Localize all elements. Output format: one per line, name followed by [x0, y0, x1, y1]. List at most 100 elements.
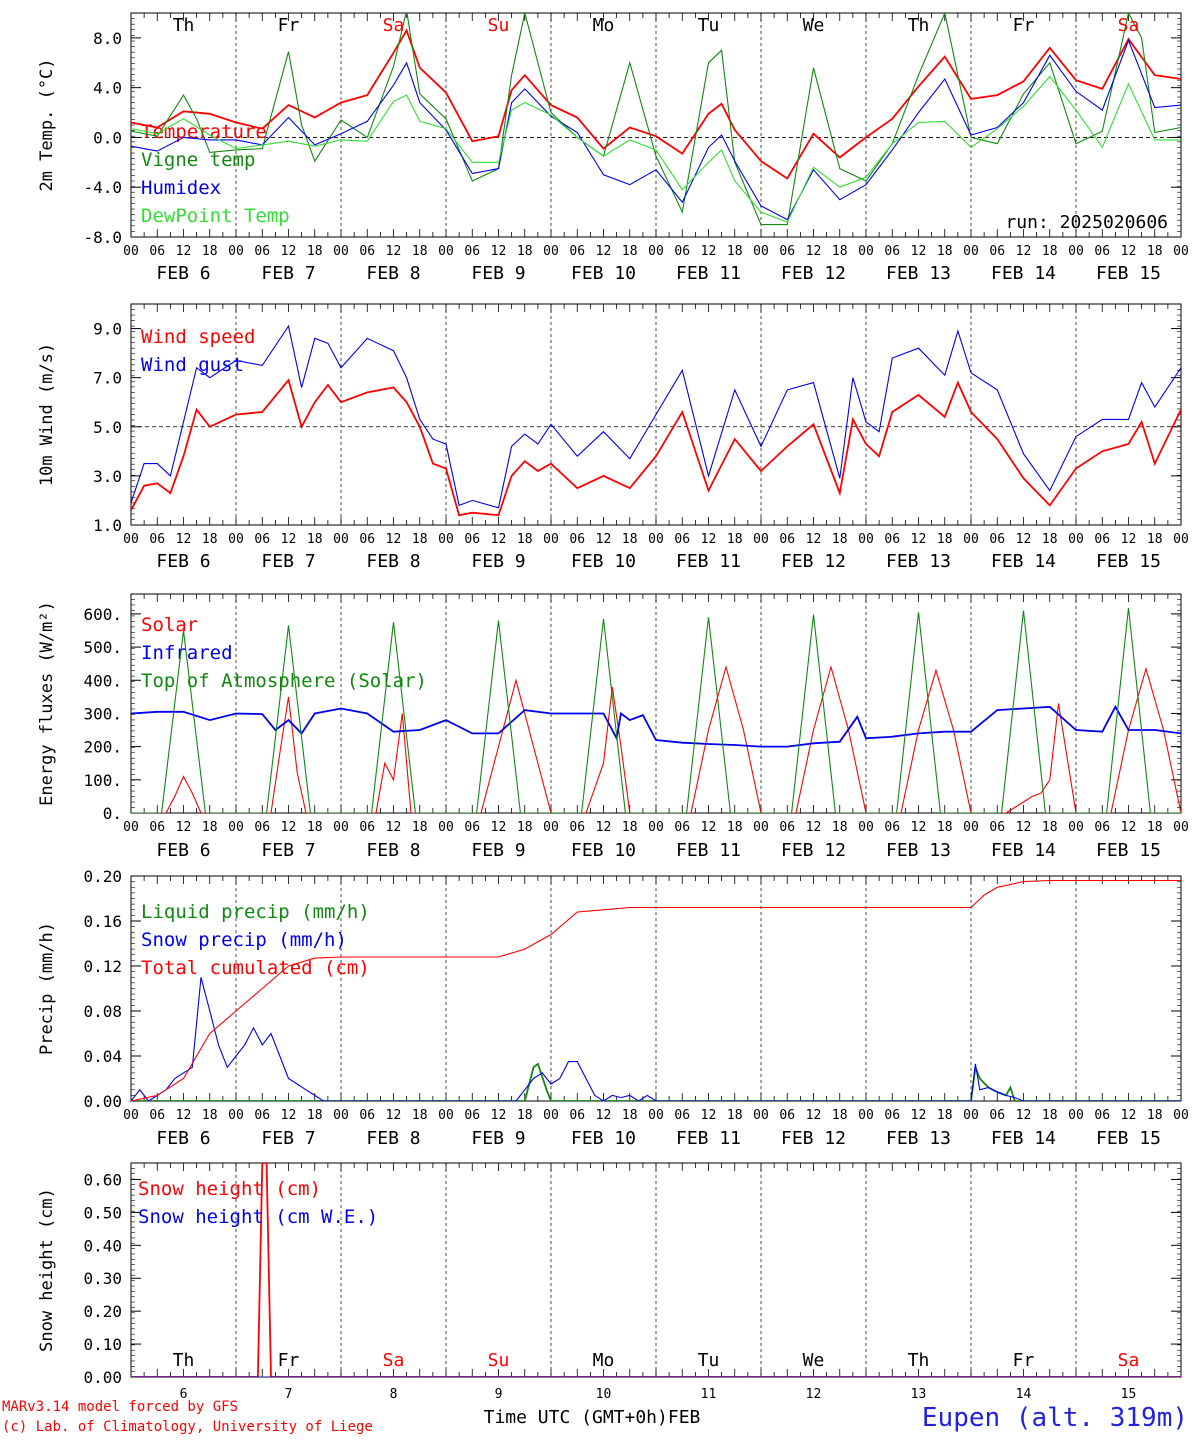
y-tick-label: 0.08	[83, 1002, 122, 1021]
hour-label: 18	[412, 820, 428, 835]
hour-label: 00	[543, 1108, 559, 1123]
legend-entry: Infrared	[141, 642, 233, 664]
hour-label: 18	[727, 1108, 743, 1123]
hour-label: 00	[858, 1108, 874, 1123]
legend-entry: Liquid precip (mm/h)	[141, 901, 370, 923]
day-name-label: Su	[488, 15, 510, 36]
hour-label: 06	[989, 532, 1005, 547]
day-number-label: 7	[285, 1387, 293, 1402]
hour-label: 18	[727, 532, 743, 547]
hour-label: 12	[176, 820, 192, 835]
hour-label: 00	[753, 244, 769, 259]
hour-label: 06	[779, 244, 795, 259]
hour-label: 12	[1016, 820, 1032, 835]
hour-label: 18	[832, 820, 848, 835]
y-tick-label: 4.0	[93, 79, 122, 98]
hour-label: 00	[333, 1108, 349, 1123]
y-tick-label: -8.0	[83, 228, 122, 247]
y-tick-label: 100.	[83, 771, 122, 790]
hour-label: 12	[281, 1108, 297, 1123]
date-label: FEB 6	[156, 551, 210, 572]
hour-label: 18	[307, 244, 323, 259]
day-name-label: Su	[488, 1350, 510, 1371]
date-label: FEB 9	[471, 840, 525, 861]
hour-label: 18	[622, 532, 638, 547]
date-label: FEB 11	[676, 1128, 741, 1149]
y-tick-label: 0.50	[83, 1203, 122, 1222]
hour-label: 18	[517, 532, 533, 547]
legend-entry: Vigne temp	[141, 149, 255, 171]
y-tick-label: 0.40	[83, 1236, 122, 1255]
hour-label: 00	[858, 244, 874, 259]
y-tick-label: 600.	[83, 605, 122, 624]
y-tick-label: 0.0	[93, 128, 122, 147]
hour-label: 12	[491, 532, 507, 547]
location-label: Eupen (alt. 319m)	[921, 1403, 1188, 1433]
hour-label: 12	[911, 1108, 927, 1123]
hour-label: 18	[622, 244, 638, 259]
y-tick-label: 9.0	[93, 320, 122, 339]
hour-label: 18	[202, 820, 218, 835]
legend-entry: Wind speed	[141, 326, 255, 348]
hour-label: 18	[937, 820, 953, 835]
hour-label: 00	[123, 1108, 139, 1123]
legend-entry: DewPoint Temp	[141, 205, 290, 227]
hour-label: 18	[832, 532, 848, 547]
day-number-label: 11	[701, 1387, 717, 1402]
day-number-label: 6	[180, 1387, 188, 1402]
hour-label: 18	[1147, 820, 1163, 835]
y-axis-title: Precip (mm/h)	[37, 922, 57, 1055]
hour-label: 12	[1121, 820, 1137, 835]
date-label: FEB 7	[261, 840, 315, 861]
hour-label: 00	[753, 820, 769, 835]
hour-label: 00	[333, 244, 349, 259]
hour-label: 00	[228, 244, 244, 259]
hour-label: 12	[806, 244, 822, 259]
hour-label: 18	[1042, 820, 1058, 835]
hour-label: 12	[386, 1108, 402, 1123]
legend-entry: Total cumulated (cm)	[141, 957, 370, 979]
panel-3: 0. 100. 200. 300. 400. 500. 600. Energy fluxes …	[37, 593, 1189, 861]
series-line-humidex	[131, 38, 1181, 221]
run-annotation: run: 2025020606	[1005, 212, 1168, 233]
hour-label: 18	[832, 244, 848, 259]
hour-label: 18	[937, 532, 953, 547]
hour-label: 06	[674, 532, 690, 547]
hour-label: 06	[1094, 820, 1110, 835]
y-tick-label: 0.00	[83, 1092, 122, 1111]
series-line-total-cumulated-cm-	[131, 879, 1181, 1101]
hour-label: 00	[438, 820, 454, 835]
date-label: FEB 13	[886, 263, 951, 284]
hour-label: 12	[701, 532, 717, 547]
day-number-label: 14	[1016, 1387, 1032, 1402]
hour-label: 18	[202, 244, 218, 259]
hour-label: 06	[569, 244, 585, 259]
date-label: FEB 11	[676, 551, 741, 572]
date-label: FEB 11	[676, 263, 741, 284]
hour-label: 12	[1016, 244, 1032, 259]
day-name-label: Th	[173, 1350, 195, 1371]
hour-label: 12	[806, 532, 822, 547]
hour-label: 12	[491, 820, 507, 835]
date-label: FEB 9	[471, 1128, 525, 1149]
date-label: FEB 15	[1096, 263, 1161, 284]
credit-lab: (c) Lab. of Climatology, University of L…	[2, 1419, 373, 1435]
hour-label: 12	[281, 532, 297, 547]
hour-label: 06	[779, 820, 795, 835]
day-name-label: Fr	[1013, 1350, 1035, 1371]
hour-label: 06	[359, 532, 375, 547]
series-line-wind-speed	[131, 378, 1181, 517]
hour-label: 00	[858, 820, 874, 835]
plot-frame	[130, 12, 1182, 238]
hour-label: 00	[543, 532, 559, 547]
hour-label: 00	[1068, 532, 1084, 547]
date-label: FEB 10	[571, 551, 636, 572]
y-axis-title: Energy fluxes (W/m²)	[37, 601, 57, 806]
hour-label: 06	[254, 532, 270, 547]
hour-label: 00	[1068, 820, 1084, 835]
legend-entry: Humidex	[141, 177, 221, 199]
day-name-label: We	[803, 1350, 825, 1371]
hour-label: 18	[517, 244, 533, 259]
legend-entry: Snow height (cm W.E.)	[138, 1206, 378, 1228]
hour-label: 12	[491, 244, 507, 259]
